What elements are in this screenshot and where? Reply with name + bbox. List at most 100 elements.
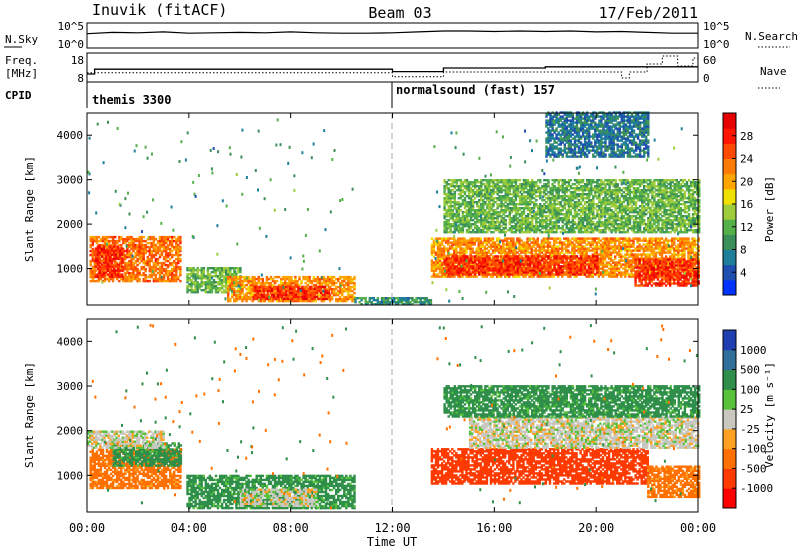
- heatmap-cell: [97, 235, 101, 239]
- heatmap-cell: [451, 253, 454, 256]
- heatmap-cell: [434, 261, 438, 264]
- heatmap-cell: [524, 243, 527, 246]
- heatmap-cell: [121, 249, 124, 252]
- heatmap-cell: [504, 259, 507, 262]
- heatmap-cell: [495, 243, 499, 246]
- heatmap-cell: [432, 239, 436, 242]
- heatmap-cell: [304, 281, 307, 285]
- heatmap-cell: [130, 241, 133, 245]
- heatmap-cell: [520, 261, 523, 264]
- heatmap-cell: [262, 289, 266, 293]
- heatmap-cell: [506, 251, 509, 254]
- heatmap-cell: [309, 285, 312, 289]
- heatmap-cell: [561, 241, 564, 244]
- heatmap-cell: [132, 263, 135, 267]
- heatmap-cell: [475, 249, 478, 252]
- heatmap-cell: [343, 285, 346, 289]
- heatmap-cell: [411, 303, 414, 306]
- cpid-label: CPID: [5, 89, 32, 102]
- heatmap-cell: [94, 265, 97, 268]
- heatmap-cell: [148, 269, 151, 273]
- heatmap-cell: [332, 293, 336, 297]
- heatmap-cell: [401, 297, 404, 300]
- heatmap-cell: [374, 303, 378, 306]
- heatmap-cell: [297, 287, 300, 291]
- heatmap-cell: [325, 295, 329, 299]
- heatmap-cell: [120, 243, 123, 247]
- heatmap-cell: [235, 267, 238, 270]
- heatmap-cell: [455, 251, 458, 254]
- heatmap-cell: [160, 261, 164, 265]
- heatmap-cell: [216, 283, 220, 286]
- heatmap-cell: [117, 245, 120, 248]
- heatmap-cell: [563, 253, 566, 256]
- heatmap-cell: [150, 253, 153, 257]
- heatmap-cell: [405, 301, 408, 304]
- heatmap-cell: [274, 285, 278, 289]
- heatmap-cell: [438, 269, 442, 272]
- heatmap-cell: [164, 263, 168, 267]
- heatmap-cell: [158, 239, 162, 243]
- heatmap-cell: [494, 255, 497, 258]
- heatmap-cell: [588, 255, 591, 258]
- heatmap-cell: [491, 239, 495, 242]
- heatmap-cell: [152, 239, 156, 243]
- heatmap-cell: [616, 251, 619, 254]
- heatmap-cell: [559, 239, 562, 242]
- heatmap-cell: [327, 285, 331, 289]
- heatmap-cell: [255, 281, 258, 285]
- heatmap-cell: [140, 251, 143, 255]
- heatmap-cell: [98, 257, 102, 260]
- heatmap-cell: [305, 291, 308, 295]
- heatmap-cell: [522, 263, 526, 266]
- heatmap-cell: [469, 253, 472, 256]
- heatmap-cell: [477, 269, 480, 272]
- heatmap-cell: [436, 237, 440, 240]
- heatmap-cell: [239, 283, 242, 287]
- heatmap-cell: [419, 299, 422, 302]
- heatmap-cell: [154, 261, 158, 265]
- heatmap-cell: [297, 289, 300, 293]
- heatmap-cell: [526, 247, 529, 250]
- heatmap-cell: [301, 295, 304, 299]
- heatmap-cell: [233, 273, 236, 276]
- heatmap-cell: [103, 241, 107, 245]
- heatmap-cell: [654, 258, 658, 261]
- heatmap-cell: [188, 279, 191, 282]
- heatmap-cell: [504, 275, 507, 278]
- heatmap-cell: [317, 287, 321, 291]
- heatmap-cell: [312, 279, 315, 283]
- heatmap-cell: [449, 245, 452, 248]
- heatmap-cell: [175, 257, 178, 261]
- heatmap-cell: [274, 287, 278, 291]
- heatmap-cell: [459, 251, 462, 254]
- heatmap-cell: [262, 293, 266, 297]
- heatmap-cell: [481, 243, 484, 246]
- heatmap-cell: [154, 267, 158, 271]
- heatmap-cell: [154, 247, 158, 251]
- heatmap-cell: [318, 279, 322, 283]
- heatmap-cell: [160, 267, 164, 271]
- heatmap-cell: [208, 275, 212, 278]
- heatmap-cell: [307, 293, 310, 297]
- heatmap-cell: [146, 259, 149, 263]
- heatmap-cell: [510, 245, 513, 248]
- heatmap-cell: [150, 273, 153, 277]
- heatmap-cell: [128, 271, 131, 275]
- heatmap-cell: [102, 261, 106, 264]
- heatmap-cell: [432, 271, 436, 274]
- heatmap-cell: [154, 263, 158, 267]
- heatmap-cell: [341, 293, 344, 297]
- heatmap-cell: [126, 235, 129, 239]
- heatmap-cell: [241, 297, 244, 301]
- heatmap-cell: [96, 261, 100, 264]
- heatmap-cell: [89, 249, 92, 253]
- heatmap-cell: [542, 269, 546, 272]
- heatmap-cell: [518, 241, 521, 244]
- heatmap-cell: [534, 255, 537, 258]
- heatmap-cell: [150, 265, 153, 269]
- heatmap-cell: [300, 299, 303, 303]
- heatmap-cell: [154, 265, 158, 269]
- heatmap-cell: [113, 253, 116, 256]
- heatmap-cell: [103, 253, 107, 257]
